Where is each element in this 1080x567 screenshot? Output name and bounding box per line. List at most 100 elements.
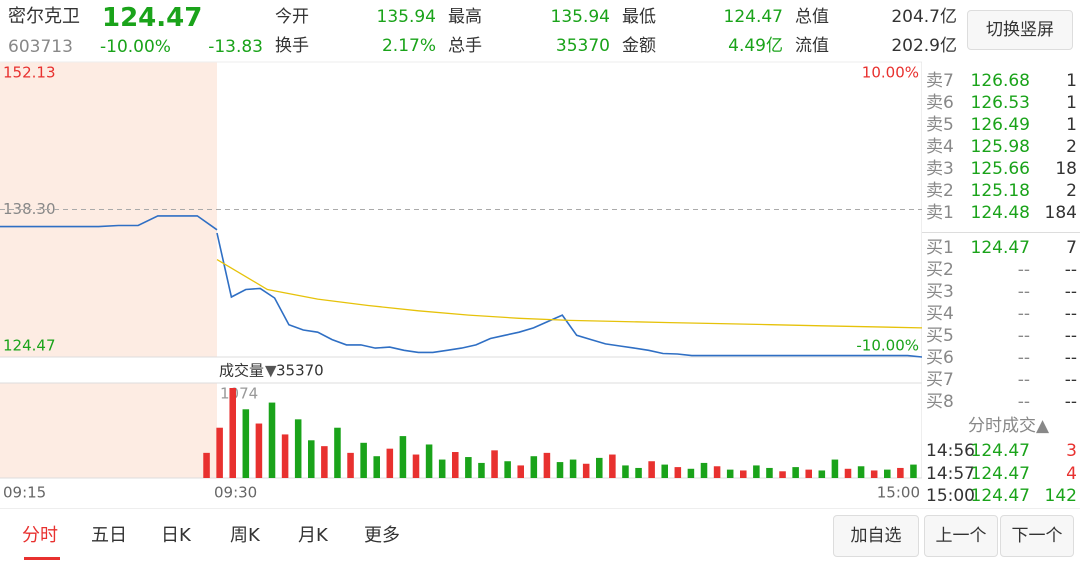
tab[interactable]: 分时 <box>22 525 58 546</box>
y-tick-label: 152.13 <box>3 64 56 82</box>
field-label: 金额 <box>622 36 656 56</box>
book-volume: -- <box>1064 304 1077 324</box>
book-label: 卖5 <box>926 115 954 135</box>
volume-bar <box>582 463 590 478</box>
volume-bar <box>844 468 852 478</box>
volume-bar <box>308 440 315 478</box>
book-volume: 1 <box>1066 93 1077 113</box>
book-price: -- <box>1017 304 1030 324</box>
orientation-button[interactable]: 切换竖屏 <box>967 10 1073 50</box>
stock-name: 密尔克卫 <box>8 6 80 27</box>
book-label: 买2 <box>926 260 954 280</box>
tab-underline <box>24 557 60 560</box>
tab[interactable]: 周K <box>230 525 260 546</box>
book-price: -- <box>1017 326 1030 346</box>
tab[interactable]: 五日 <box>91 525 127 546</box>
book-volume: 184 <box>1044 203 1077 223</box>
volume-tick-label: 1074 <box>220 385 258 403</box>
volume-bar <box>779 471 786 478</box>
volume-caret: ▼ <box>265 362 277 380</box>
y-tick-label: 124.47 <box>3 337 56 355</box>
x-tick-label: 15:00 <box>877 484 920 502</box>
field-label: 最高 <box>448 7 482 27</box>
price-line <box>216 232 922 358</box>
average-line <box>216 259 922 329</box>
volume-bar <box>726 469 734 478</box>
volume-bar <box>517 465 524 478</box>
book-price: -- <box>1017 282 1030 302</box>
book-price: -- <box>1017 370 1030 390</box>
book-price: 126.53 <box>970 93 1030 113</box>
field-label: 总值 <box>795 7 829 27</box>
volume-bar <box>425 444 433 478</box>
book-price: 126.68 <box>970 71 1030 91</box>
book-volume: -- <box>1064 370 1077 390</box>
field-value: 124.47 <box>723 7 783 27</box>
field-label: 最低 <box>622 7 656 27</box>
volume-bar <box>294 419 302 478</box>
volume-bar <box>713 466 721 478</box>
volume-bar <box>530 456 538 478</box>
nav-button[interactable]: 下一个 <box>1000 515 1074 557</box>
pre-market-volume-area <box>0 383 217 478</box>
volume-bar <box>347 452 354 478</box>
book-label: 买7 <box>926 370 954 390</box>
volume-bar <box>321 446 328 478</box>
book-price: 126.49 <box>970 115 1030 135</box>
volume-bar <box>857 466 865 478</box>
book-price: 125.98 <box>970 137 1030 157</box>
tab[interactable]: 更多 <box>364 525 400 546</box>
volume-bar <box>465 457 472 478</box>
stock-code: 603713 <box>8 37 73 57</box>
field-label: 今开 <box>275 7 309 27</box>
volume-bar <box>229 388 236 478</box>
volume-bar <box>452 452 459 478</box>
book-volume: 7 <box>1066 238 1077 258</box>
volume-bar <box>360 442 367 478</box>
volume-bar <box>386 448 394 478</box>
volume-bar <box>870 470 878 478</box>
nav-button[interactable]: 加自选 <box>833 515 919 557</box>
stock-price: 124.47 <box>102 3 203 33</box>
volume-bar <box>818 470 826 478</box>
field-label: 总手 <box>448 36 482 56</box>
volume-total: 35370 <box>276 362 324 380</box>
trade-price: 124.47 <box>970 441 1030 461</box>
tab[interactable]: 日K <box>161 525 191 546</box>
volume-bar <box>412 454 420 478</box>
volume-bar <box>556 462 564 478</box>
book-volume: 1 <box>1066 115 1077 135</box>
volume-bar <box>766 467 773 478</box>
price-line <box>0 215 218 231</box>
tab[interactable]: 月K <box>298 525 328 546</box>
field-label: 流值 <box>795 36 829 56</box>
book-label: 买3 <box>926 282 954 302</box>
trade-volume: 142 <box>1044 486 1077 506</box>
nav-button[interactable]: 上一个 <box>924 515 998 557</box>
field-value: 135.94 <box>376 7 436 27</box>
volume-bar <box>569 459 577 478</box>
volume-bar <box>491 450 498 478</box>
volume-bar <box>504 461 511 478</box>
field-label: 换手 <box>275 36 309 56</box>
y2-tick-label: 10.00% <box>862 64 919 82</box>
volume-bar <box>792 467 799 478</box>
book-label: 买8 <box>926 392 954 412</box>
volume-bar <box>661 464 668 478</box>
volume-bar <box>543 452 551 478</box>
volume-bar <box>478 462 485 478</box>
volume-bar <box>609 454 616 478</box>
book-price: 125.66 <box>970 159 1030 179</box>
book-volume: -- <box>1064 392 1077 412</box>
volume-bar <box>596 457 603 478</box>
book-price: 124.47 <box>970 238 1030 258</box>
volume-bar <box>884 469 891 478</box>
book-volume: -- <box>1064 326 1077 346</box>
volume-bar <box>622 465 629 478</box>
trade-price: 124.47 <box>970 486 1030 506</box>
volume-bar <box>740 470 747 478</box>
book-volume: 2 <box>1066 137 1077 157</box>
field-value: 2.17% <box>381 36 436 56</box>
volume-bar <box>255 423 263 478</box>
